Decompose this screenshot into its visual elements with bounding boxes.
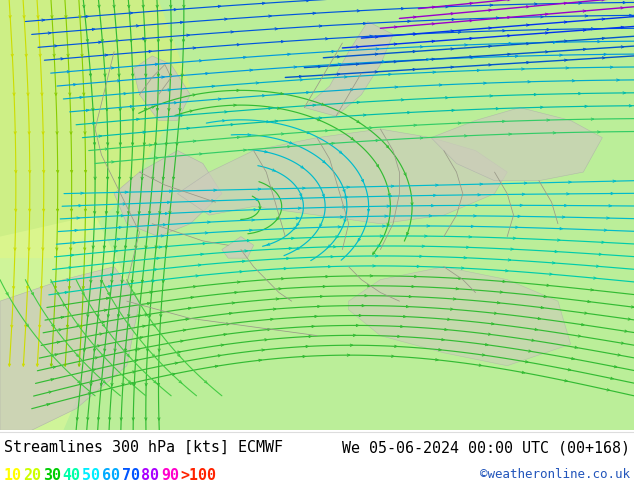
Text: 90: 90 — [161, 468, 179, 483]
Polygon shape — [349, 267, 571, 366]
Text: 20: 20 — [23, 468, 42, 483]
Text: 10: 10 — [4, 468, 22, 483]
Text: 50: 50 — [82, 468, 100, 483]
Text: We 05-06-2024 00:00 UTC (00+168): We 05-06-2024 00:00 UTC (00+168) — [342, 440, 630, 455]
Text: >100: >100 — [181, 468, 216, 483]
Polygon shape — [0, 215, 127, 430]
Text: Streamlines 300 hPa [kts] ECMWF: Streamlines 300 hPa [kts] ECMWF — [4, 440, 283, 455]
Polygon shape — [0, 267, 139, 430]
Polygon shape — [431, 108, 602, 181]
Polygon shape — [222, 237, 254, 258]
Polygon shape — [133, 56, 190, 121]
Polygon shape — [304, 22, 393, 116]
Polygon shape — [114, 150, 222, 237]
Text: 60: 60 — [102, 468, 120, 483]
Polygon shape — [178, 129, 507, 224]
Text: 30: 30 — [43, 468, 61, 483]
Text: 40: 40 — [63, 468, 81, 483]
Text: ©weatheronline.co.uk: ©weatheronline.co.uk — [480, 468, 630, 481]
Text: 80: 80 — [141, 468, 159, 483]
Text: 70: 70 — [122, 468, 139, 483]
Polygon shape — [0, 0, 190, 258]
